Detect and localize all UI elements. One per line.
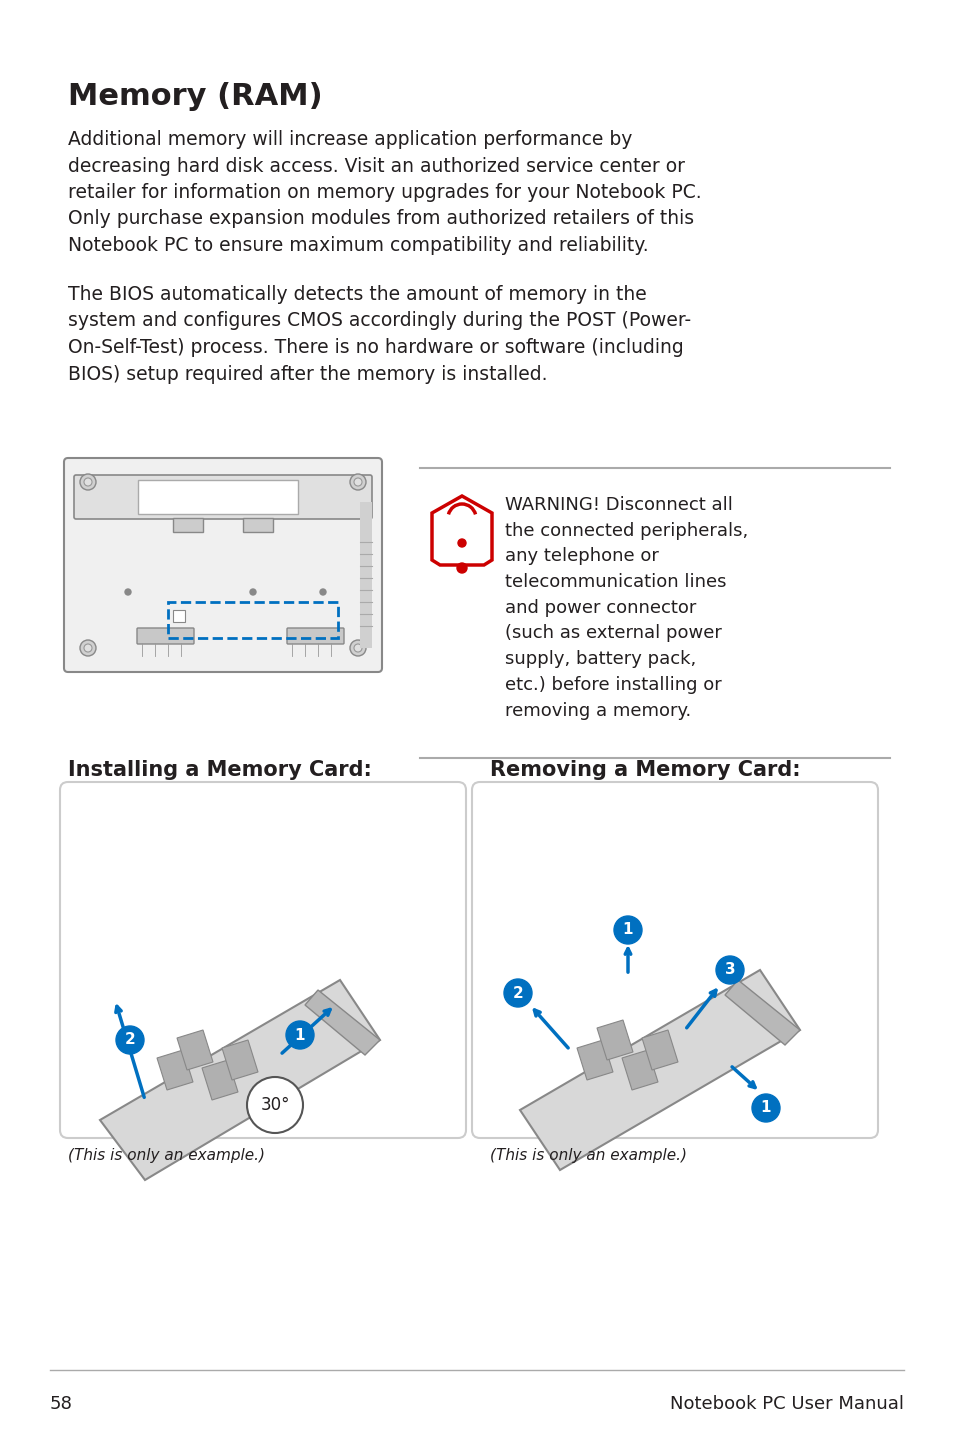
Circle shape <box>319 590 326 595</box>
Text: The BIOS automatically detects the amount of memory in the
system and configures: The BIOS automatically detects the amoun… <box>68 285 690 384</box>
FancyBboxPatch shape <box>137 628 193 644</box>
Text: 30°: 30° <box>260 1096 290 1114</box>
Circle shape <box>503 979 532 1007</box>
Text: Notebook PC User Manual: Notebook PC User Manual <box>669 1395 903 1414</box>
Polygon shape <box>519 971 800 1171</box>
Bar <box>243 518 273 532</box>
FancyBboxPatch shape <box>74 475 372 519</box>
Circle shape <box>286 1021 314 1048</box>
Bar <box>138 480 297 513</box>
Circle shape <box>116 1025 144 1054</box>
Polygon shape <box>577 1040 613 1080</box>
Circle shape <box>716 956 743 984</box>
Bar <box>172 610 185 623</box>
Text: (This is only an example.): (This is only an example.) <box>490 1148 686 1163</box>
Text: WARNING! Disconnect all
the connected peripherals,
any telephone or
telecommunic: WARNING! Disconnect all the connected pe… <box>504 496 747 719</box>
Circle shape <box>354 644 361 651</box>
Text: 1: 1 <box>294 1028 305 1043</box>
Circle shape <box>125 590 131 595</box>
Bar <box>168 603 337 638</box>
Polygon shape <box>621 1050 658 1090</box>
Text: 2: 2 <box>125 1032 135 1047</box>
Circle shape <box>247 1077 303 1133</box>
Circle shape <box>350 475 366 490</box>
Polygon shape <box>305 989 379 1055</box>
Text: 1: 1 <box>760 1100 770 1116</box>
Circle shape <box>354 477 361 486</box>
Polygon shape <box>202 1060 237 1100</box>
Polygon shape <box>724 981 800 1045</box>
Text: Removing a Memory Card:: Removing a Memory Card: <box>490 761 800 779</box>
Text: 1: 1 <box>622 923 633 938</box>
Polygon shape <box>597 1020 633 1060</box>
Circle shape <box>457 539 465 546</box>
FancyBboxPatch shape <box>287 628 344 644</box>
Text: Installing a Memory Card:: Installing a Memory Card: <box>68 761 372 779</box>
Circle shape <box>80 475 96 490</box>
Bar <box>359 502 372 649</box>
FancyBboxPatch shape <box>60 782 465 1137</box>
Polygon shape <box>641 1030 678 1070</box>
Circle shape <box>751 1094 780 1122</box>
Text: Memory (RAM): Memory (RAM) <box>68 82 322 111</box>
FancyBboxPatch shape <box>472 782 877 1137</box>
Circle shape <box>456 564 467 572</box>
Polygon shape <box>177 1030 213 1070</box>
Text: Additional memory will increase application performance by
decreasing hard disk : Additional memory will increase applicat… <box>68 129 700 255</box>
Polygon shape <box>157 1050 193 1090</box>
FancyBboxPatch shape <box>64 457 381 672</box>
Polygon shape <box>100 981 379 1181</box>
Text: (This is only an example.): (This is only an example.) <box>68 1148 265 1163</box>
Circle shape <box>80 640 96 656</box>
Circle shape <box>614 916 641 943</box>
Polygon shape <box>222 1040 257 1080</box>
Circle shape <box>84 477 91 486</box>
Circle shape <box>250 590 255 595</box>
Circle shape <box>84 644 91 651</box>
Bar <box>172 518 203 532</box>
Text: 58: 58 <box>50 1395 72 1414</box>
Text: 3: 3 <box>724 962 735 978</box>
Text: 2: 2 <box>512 985 523 1001</box>
Circle shape <box>350 640 366 656</box>
